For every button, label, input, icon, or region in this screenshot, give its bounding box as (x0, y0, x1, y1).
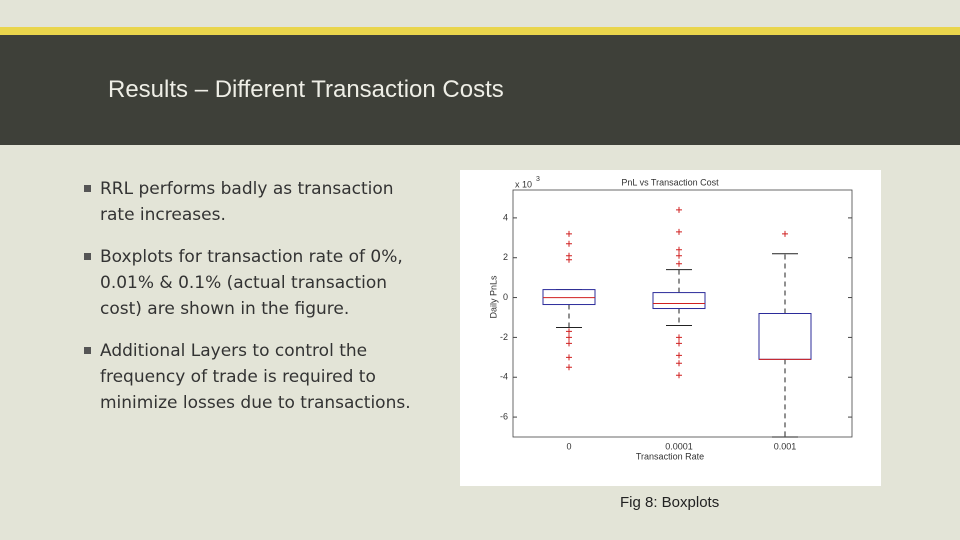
box (652, 292, 706, 310)
bullet-marker (84, 253, 91, 260)
outlier (566, 240, 572, 247)
y-tick-label: 2 (503, 252, 508, 262)
slide-title: Results – Different Transaction Costs (108, 76, 504, 103)
plot-frame (512, 189, 853, 438)
x-tick-label: 0 (566, 441, 571, 451)
box (758, 313, 812, 360)
accent-stripe (0, 27, 960, 35)
bullet-text: RRL performs badly as transaction rate i… (100, 179, 394, 225)
outlier (566, 334, 572, 341)
outlier (676, 352, 682, 359)
outlier (676, 340, 682, 347)
y-tick-label: -4 (500, 372, 508, 382)
outlier (566, 256, 572, 263)
y-exponent: 3 (536, 176, 540, 183)
y-tick-label: -6 (500, 411, 508, 421)
outlier (676, 260, 682, 267)
bullet-marker (84, 185, 91, 192)
outlier (566, 364, 572, 371)
outlier (566, 340, 572, 347)
x-axis-label: Transaction Rate (636, 451, 704, 461)
outlier (782, 230, 788, 237)
title-band (0, 35, 960, 145)
outlier (566, 354, 572, 361)
figure-caption: Fig 8: Boxplots (620, 494, 720, 511)
bullet-list: RRL performs badly as transaction rate i… (80, 176, 430, 432)
y-axis-label: Daily PnLs (488, 275, 498, 319)
bullet-marker (84, 347, 91, 354)
outlier (676, 228, 682, 235)
outlier (676, 360, 682, 367)
chart-title: PnL vs Transaction Cost (621, 177, 719, 187)
outlier (676, 252, 682, 259)
outlier (676, 206, 682, 213)
y-multiplier: x 10 (515, 179, 532, 189)
outlier (676, 246, 682, 253)
chart: PnL vs Transaction Cost Transaction Rate… (460, 170, 881, 486)
bullet: RRL performs badly as transaction rate i… (80, 176, 430, 228)
x-tick-label: 0.001 (774, 441, 797, 451)
y-tick-label: 4 (503, 212, 508, 222)
outlier (566, 328, 572, 335)
bullet-text: Additional Layers to control the frequen… (100, 341, 411, 413)
y-tick-label: 0 (503, 292, 508, 302)
bullet: Additional Layers to control the frequen… (80, 338, 430, 416)
bullet: Boxplots for transaction rate of 0%, 0.0… (80, 244, 430, 322)
outlier (676, 372, 682, 379)
x-tick-label: 0.0001 (665, 441, 693, 451)
outlier (566, 230, 572, 237)
bullet-text: Boxplots for transaction rate of 0%, 0.0… (100, 247, 403, 319)
outlier (676, 334, 682, 341)
y-tick-label: -2 (500, 332, 508, 342)
